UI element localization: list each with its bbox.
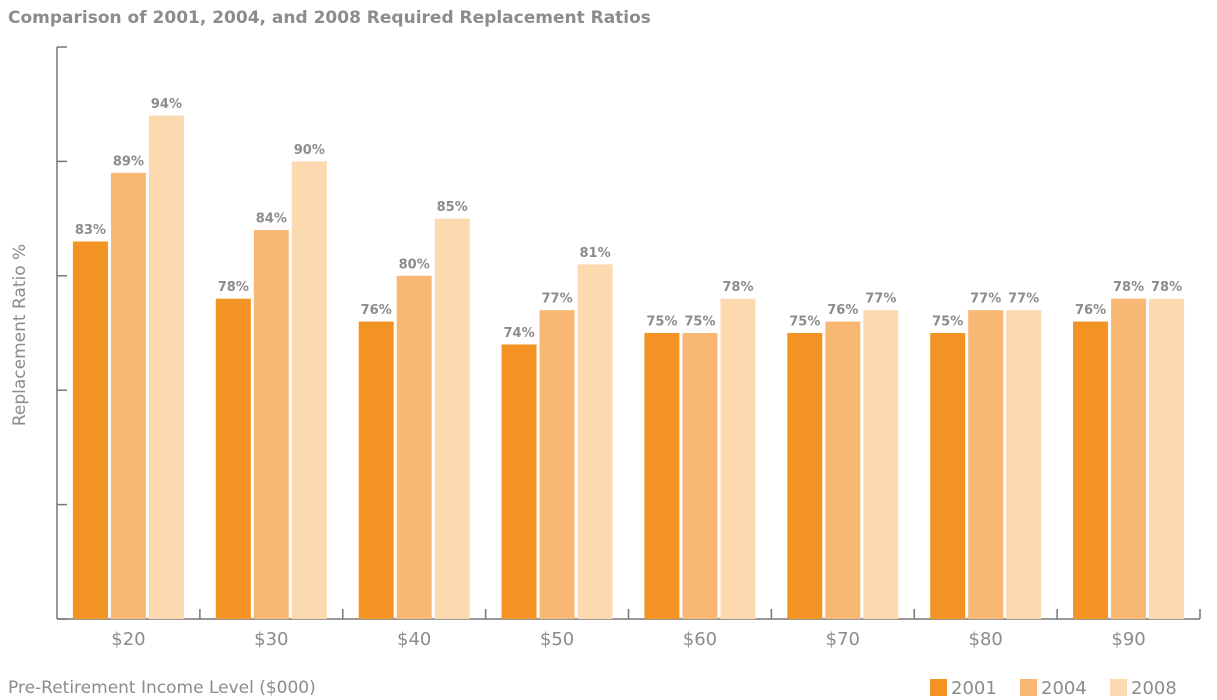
legend-swatch <box>930 679 947 696</box>
bar <box>1111 298 1147 619</box>
data-label: 77% <box>1008 292 1039 307</box>
x-tick-label: $30 <box>254 629 288 650</box>
data-label: 78% <box>722 280 753 295</box>
data-label: 75% <box>646 315 677 330</box>
data-label: 76% <box>361 303 392 318</box>
data-label: 80% <box>399 257 430 272</box>
bar <box>358 321 394 619</box>
bar <box>434 218 470 619</box>
bar <box>577 264 613 619</box>
bar <box>396 275 432 619</box>
bar <box>968 310 1004 619</box>
data-label: 76% <box>1075 303 1106 318</box>
x-axis-title: Pre-Retirement Income Level ($000) <box>8 678 316 698</box>
data-label: 77% <box>970 292 1001 307</box>
data-label: 75% <box>789 315 820 330</box>
data-label: 83% <box>75 223 106 238</box>
x-tick-label: $70 <box>826 629 860 650</box>
data-label: 78% <box>218 280 249 295</box>
data-label: 81% <box>580 246 611 261</box>
data-label: 75% <box>932 315 963 330</box>
x-tick-label: $40 <box>397 629 431 650</box>
bar <box>148 115 184 619</box>
x-tick-label: $20 <box>111 629 145 650</box>
bar <box>644 333 680 619</box>
bar <box>1149 298 1185 619</box>
bar <box>110 172 146 619</box>
x-tick-label: $80 <box>969 629 1003 650</box>
bar <box>1006 310 1042 619</box>
y-axis-title: Replacement Ratio % <box>10 244 30 426</box>
bar <box>72 241 108 620</box>
data-label: 74% <box>504 326 535 341</box>
bar <box>1073 321 1109 619</box>
bar <box>930 333 966 619</box>
data-label: 85% <box>437 200 468 215</box>
data-label: 89% <box>113 154 144 169</box>
legend-label: 2004 <box>1041 678 1087 699</box>
legend-label: 2008 <box>1131 678 1177 699</box>
bar <box>215 298 251 619</box>
legend-label: 2001 <box>951 678 997 699</box>
bar <box>253 230 289 620</box>
bar <box>720 298 756 619</box>
bar <box>501 344 537 619</box>
x-tick-label: $90 <box>1111 629 1145 650</box>
bar <box>682 333 718 619</box>
bar <box>863 310 899 619</box>
data-label: 76% <box>827 303 858 318</box>
bar <box>787 333 823 619</box>
data-label: 94% <box>151 97 182 112</box>
data-label: 77% <box>542 292 573 307</box>
bar <box>825 321 861 619</box>
x-tick-label: $60 <box>683 629 717 650</box>
legend-swatch <box>1020 679 1037 696</box>
data-label: 90% <box>294 143 325 158</box>
data-label: 78% <box>1151 280 1182 295</box>
data-label: 84% <box>256 212 287 227</box>
data-label: 77% <box>865 292 896 307</box>
legend-swatch <box>1110 679 1127 696</box>
bar <box>539 310 575 619</box>
chart-title: Comparison of 2001, 2004, and 2008 Requi… <box>8 8 651 28</box>
bar <box>291 161 327 619</box>
data-label: 78% <box>1113 280 1144 295</box>
data-label: 75% <box>684 315 715 330</box>
x-tick-label: $50 <box>540 629 574 650</box>
